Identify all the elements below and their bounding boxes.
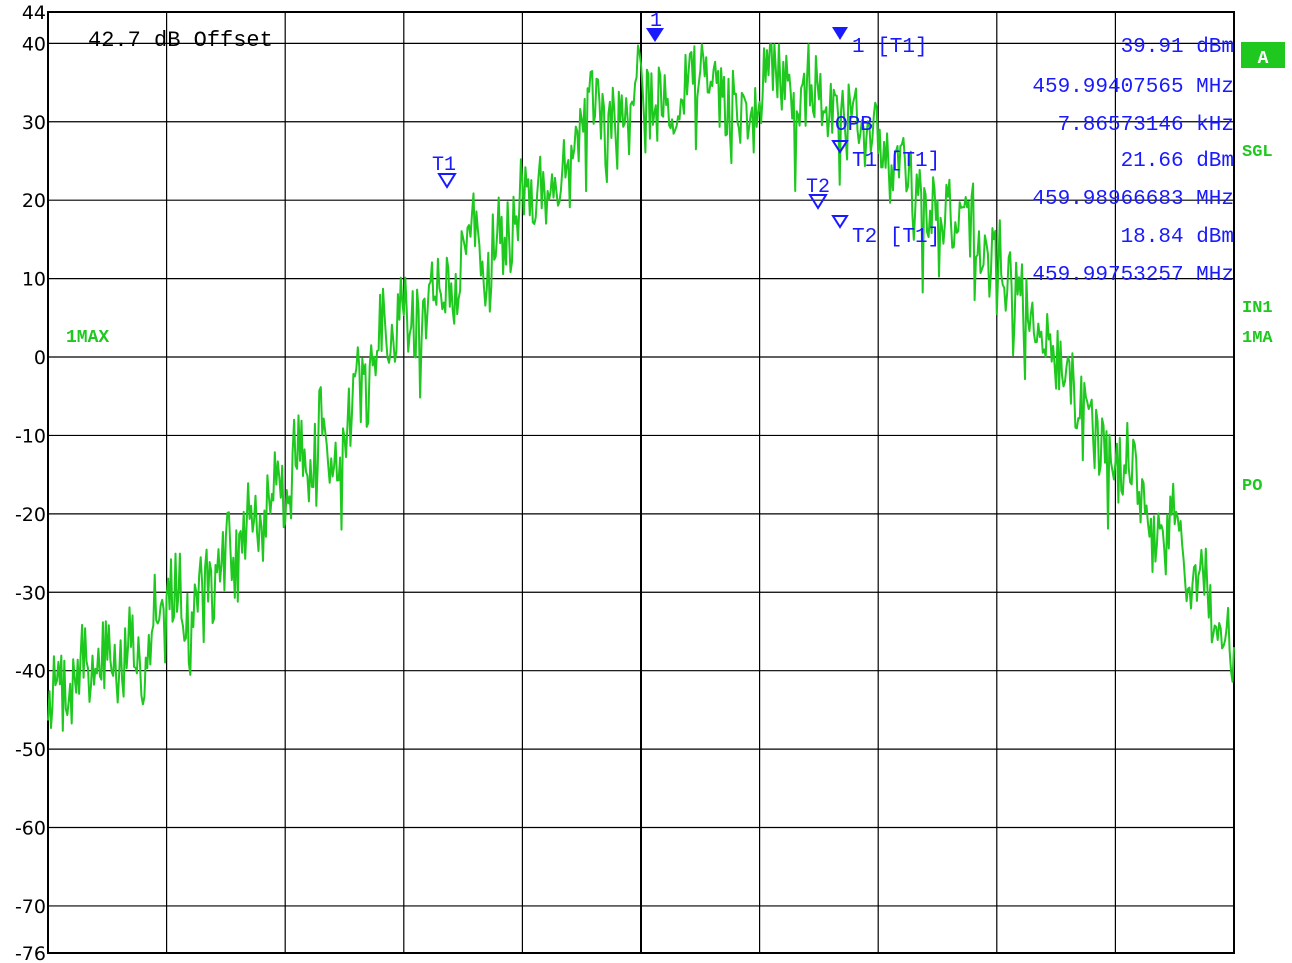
t1-label: T1 [T1] <box>852 150 940 173</box>
marker-1-flag: 1 <box>650 10 662 33</box>
side-status: A SGL IN1 1MA PO <box>1241 42 1285 496</box>
y-tick-label: -50 <box>15 739 46 761</box>
y-tick-label: -70 <box>15 896 46 918</box>
plot-grid <box>47 11 1235 954</box>
y-tick-label: -10 <box>15 425 46 447</box>
trace-group <box>47 43 1235 732</box>
y-tick-label: -20 <box>15 504 46 526</box>
offset-label: 42.7 dB Offset <box>88 28 273 53</box>
marker-t2[interactable]: T2 <box>806 176 830 210</box>
y-tick-label: -60 <box>15 818 46 840</box>
side-a-label: A <box>1258 49 1269 69</box>
trace-line <box>47 43 1235 732</box>
side-sgl-label: SGL <box>1242 143 1273 162</box>
y-tick-label: 10 <box>22 269 46 291</box>
marker-1-label: 1 [T1] <box>852 36 928 59</box>
opb-label: OPB <box>835 114 873 137</box>
t1-frequency: 459.98966683 MHz <box>1032 188 1234 211</box>
opb-value: 7.86573146 kHz <box>1058 114 1234 137</box>
y-tick-label: 20 <box>22 190 46 212</box>
marker-t1-flag: T1 <box>432 154 456 177</box>
y-tick-label: -40 <box>15 661 46 683</box>
t1-table-icon <box>831 140 849 154</box>
side-1ma-label: 1MA <box>1242 329 1273 348</box>
marker-1-level: 39.91 dBm <box>1121 36 1234 59</box>
marker-t1-icon <box>437 173 457 189</box>
trace-mode-label: 1MAX <box>66 328 109 348</box>
side-po-label: PO <box>1242 477 1262 496</box>
t2-label: T2 [T1] <box>852 226 940 249</box>
marker-table: 1 [T1] 39.91 dBm 459.99407565 MHz OPB 7.… <box>831 27 1234 287</box>
side-a-box <box>1241 42 1285 68</box>
t1-level: 21.66 dBm <box>1121 150 1234 173</box>
marker-1-frequency: 459.99407565 MHz <box>1032 76 1234 99</box>
y-tick-label: 40 <box>22 33 46 55</box>
t2-level: 18.84 dBm <box>1121 226 1234 249</box>
side-in1-label: IN1 <box>1242 299 1273 318</box>
y-tick-label: 0 <box>34 347 46 369</box>
y-tick-label: -76 <box>15 943 46 963</box>
t2-table-icon <box>831 215 849 229</box>
y-tick-label: 30 <box>22 112 46 134</box>
marker-1-table-icon <box>832 27 848 40</box>
y-axis-tick-labels: 44 40 30 20 10 0 -10 -20 -30 -40 -50 -60 -70 -76 <box>15 2 46 963</box>
marker-t1[interactable]: T1 <box>432 154 457 189</box>
marker-t2-icon <box>808 194 828 210</box>
marker-t2-flag: T2 <box>806 176 830 199</box>
marker-1[interactable]: 1 <box>646 10 664 42</box>
marker-1-icon <box>646 28 664 42</box>
t2-frequency: 459.99753257 MHz <box>1032 264 1234 287</box>
y-tick-label: -30 <box>15 582 46 604</box>
y-tick-label: 44 <box>22 2 46 24</box>
